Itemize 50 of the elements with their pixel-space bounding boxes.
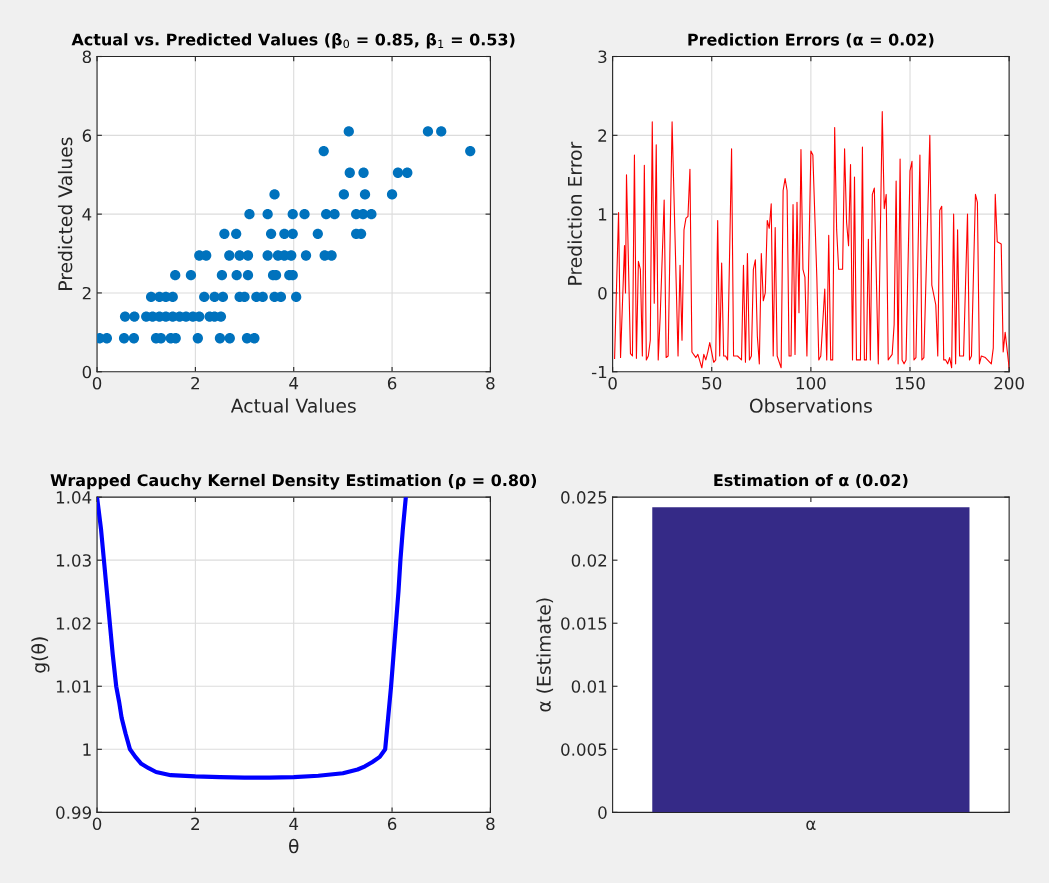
x-tick-label: 2 — [191, 376, 200, 390]
y-tick-label: 0 — [598, 286, 607, 300]
x-tick-label: 4 — [289, 377, 299, 390]
x-axis-title: Actual Values — [230, 398, 356, 413]
x-tick-label: α — [806, 820, 816, 831]
chart-title: Prediction Errors (α = 0.02) — [688, 33, 934, 48]
y-axis-title: g(θ) — [31, 637, 50, 673]
y-tick-label: 1.01 — [56, 680, 91, 693]
x-tick-label: 8 — [486, 376, 495, 390]
x-tick-label: 6 — [387, 376, 397, 390]
y-tick-label: -1 — [591, 365, 607, 379]
y-tick-label: 8 — [82, 50, 92, 64]
x-tick-label: 100 — [796, 376, 826, 390]
y-tick-label: 3 — [598, 50, 607, 64]
x-tick-label: 2 — [191, 817, 200, 830]
chart-title: Actual vs. Predicted Values (β$_{0}$ = 0.85, β$_{1}$ = 0.53) — [71, 32, 515, 49]
y-tick-label: 0.025 — [561, 491, 607, 504]
x-axis-title: θ — [289, 838, 299, 854]
x-tick-label: 8 — [486, 817, 495, 831]
y-tick-label: 6 — [82, 129, 92, 142]
y-axis-title: α (Estimate) — [536, 598, 554, 712]
y-tick-label: 0.015 — [561, 617, 607, 630]
y-tick-label: 1.04 — [56, 491, 92, 504]
y-tick-label: 1.03 — [56, 554, 91, 567]
y-tick-label: 0 — [598, 806, 607, 819]
y-tick-label: 0.005 — [561, 743, 607, 756]
y-tick-label: 1 — [598, 208, 607, 221]
x-axis-title: Observations — [749, 398, 872, 413]
x-tick-label: 0 — [92, 376, 102, 390]
x-tick-label: 4 — [289, 817, 299, 830]
line-series — [97, 497, 408, 780]
y-axis-title: Predicted Values — [57, 137, 73, 290]
x-tick-label: 200 — [994, 376, 1024, 390]
x-tick-label: 0 — [608, 376, 617, 390]
chart-title: Estimation of α (0.02) — [714, 473, 908, 489]
y-tick-label: 2 — [82, 286, 91, 300]
y-tick-label: 0.02 — [571, 554, 607, 567]
x-tick-label: 150 — [895, 376, 925, 390]
y-tick-label: 2 — [598, 129, 607, 142]
y-tick-label: 0 — [82, 365, 92, 379]
y-tick-label: 4 — [82, 208, 92, 221]
x-tick-label: 50 — [702, 376, 722, 390]
y-tick-label: 0.01 — [571, 680, 607, 693]
y-tick-label: 1 — [83, 743, 91, 756]
y-axis-title: Prediction Error — [567, 141, 582, 285]
x-tick-label: 0 — [92, 817, 102, 831]
y-tick-label: 0.99 — [56, 806, 91, 819]
chart-title: Wrapped Cauchy Kernel Density Estimation (ρ = 0.80) — [50, 473, 537, 490]
x-tick-label: 6 — [387, 817, 397, 831]
y-tick-label: 1.02 — [56, 617, 91, 630]
